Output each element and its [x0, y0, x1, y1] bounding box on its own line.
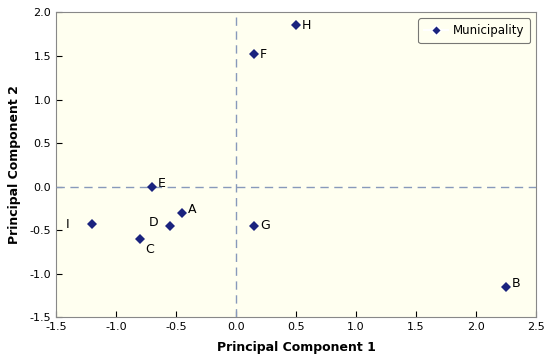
- Text: A: A: [188, 203, 196, 216]
- Text: D: D: [149, 216, 158, 229]
- Text: E: E: [158, 177, 166, 190]
- Text: F: F: [260, 48, 267, 61]
- Legend: Municipality: Municipality: [418, 18, 530, 43]
- Text: I: I: [66, 218, 69, 231]
- Text: C: C: [145, 243, 154, 256]
- Text: B: B: [512, 277, 520, 290]
- X-axis label: Principal Component 1: Principal Component 1: [217, 341, 375, 354]
- Text: H: H: [302, 19, 311, 32]
- Text: G: G: [260, 219, 270, 232]
- Y-axis label: Principal Component 2: Principal Component 2: [8, 85, 22, 244]
